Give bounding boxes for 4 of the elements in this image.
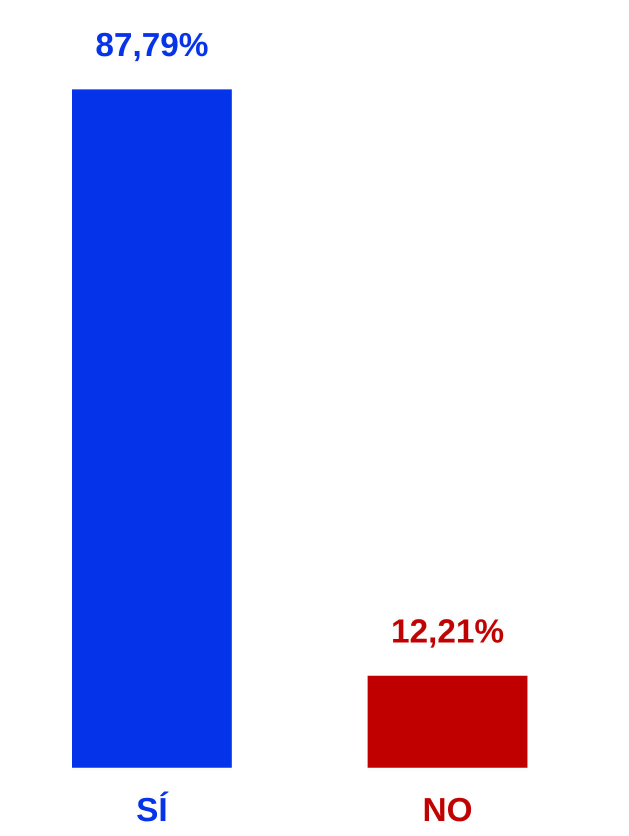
data-label: 87,79%	[96, 32, 208, 62]
x-tick-label: NO	[424, 798, 472, 822]
x-tick-label: SÍ	[137, 792, 168, 822]
data-label: 12,21%	[393, 619, 504, 648]
